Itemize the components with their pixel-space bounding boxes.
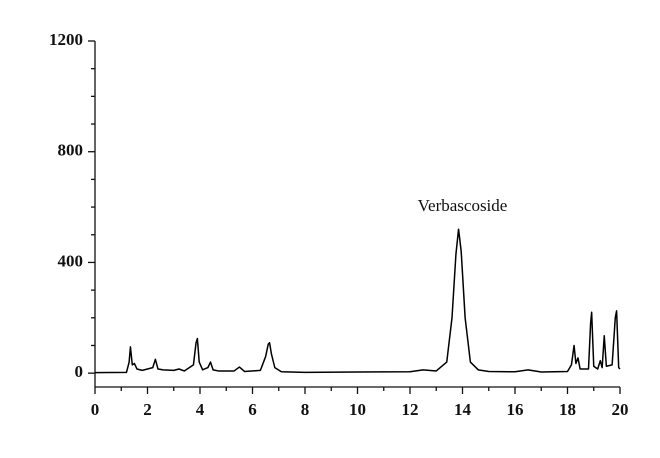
y-tick-label: 0 (75, 362, 84, 381)
x-tick-label: 2 (143, 400, 152, 419)
x-tick-label: 8 (301, 400, 310, 419)
x-tick-label: 18 (559, 400, 576, 419)
annotation: Verbascoside (418, 196, 508, 215)
x-tick-label: 6 (248, 400, 257, 419)
series-line (94, 228, 621, 374)
x-tick-label: 12 (402, 400, 419, 419)
x-tick-label: 0 (91, 400, 100, 419)
x-tick-label: 20 (612, 400, 629, 419)
y-tick-label: 1200 (49, 30, 83, 49)
x-tick-label: 14 (454, 400, 472, 419)
y-tick-label: 800 (58, 141, 84, 160)
x-tick-label: 16 (507, 400, 524, 419)
x-tick-label: 10 (349, 400, 366, 419)
x-tick-label: 4 (196, 400, 205, 419)
y-tick-label: 400 (58, 251, 84, 270)
